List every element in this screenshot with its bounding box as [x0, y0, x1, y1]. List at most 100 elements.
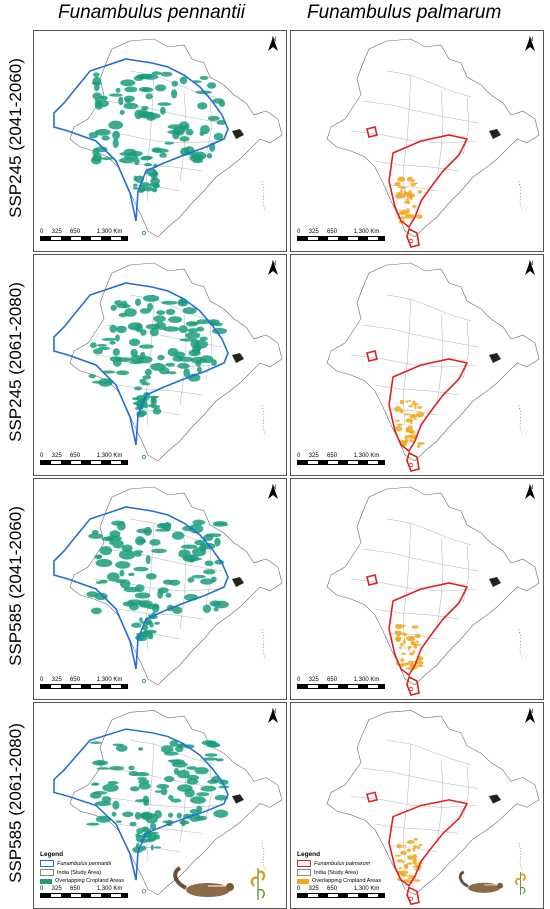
- cropland-patch: [417, 406, 423, 409]
- cropland-patch: [395, 425, 403, 432]
- cropland-patch: [413, 643, 422, 646]
- cropland-patch: [199, 75, 209, 80]
- cropland-patch: [188, 523, 204, 534]
- cropland-patch: [406, 214, 414, 217]
- cropland-patch: [199, 131, 205, 136]
- cropland-patch: [118, 312, 128, 318]
- range-dot: [408, 462, 414, 468]
- cropland-patch: [414, 633, 421, 638]
- cropland-patch: [95, 815, 111, 823]
- cropland-patch: [102, 95, 108, 101]
- cropland-patch: [412, 845, 418, 849]
- map-svg: [326, 38, 540, 248]
- cropland-patch: [394, 419, 400, 422]
- cropland-patch: [123, 586, 140, 593]
- north-arrow: N: [525, 485, 537, 507]
- cropland-patch: [204, 753, 218, 757]
- island-group: [261, 404, 266, 436]
- cropland-patch: [107, 780, 119, 785]
- state-boundary: [386, 740, 472, 765]
- species-range: [53, 728, 229, 881]
- island-group: [518, 404, 523, 436]
- state-boundary: [105, 768, 223, 789]
- cropland-patch: [118, 96, 124, 106]
- cropland-patch: [112, 539, 124, 549]
- map-panel-r2-c1: N 0 325 650 1,300 Km: [33, 254, 287, 476]
- cropland-patch: [138, 747, 144, 751]
- squirrel-illustration: [455, 862, 535, 902]
- cropland-patch: [116, 370, 130, 376]
- cropland-patch: [405, 400, 409, 403]
- cropland-patch: [154, 810, 162, 819]
- cropland-patch: [398, 646, 403, 649]
- state-boundary: [386, 294, 472, 322]
- cropland-patch: [205, 533, 222, 538]
- cropland-patch: [153, 315, 166, 323]
- cropland-patch: [403, 865, 409, 870]
- cropland-patch: [408, 647, 411, 651]
- cropland-patch: [133, 183, 138, 187]
- cropland-patch: [394, 406, 402, 412]
- cropland-patch: [150, 632, 154, 640]
- cropland-patch: [164, 141, 174, 145]
- cropland-patch: [204, 560, 214, 567]
- delta-area: [489, 129, 501, 139]
- cropland-patch: [112, 138, 119, 149]
- cropland-patch: [175, 745, 184, 753]
- legend-item-crop: Overlapping Cropland Areas: [297, 878, 417, 884]
- cropland-patch: [116, 521, 126, 531]
- map-svg: [53, 486, 283, 686]
- state-boundary: [145, 743, 155, 862]
- cropland-patch: [115, 334, 120, 342]
- scale-bar: [297, 460, 385, 465]
- cropland-patch: [157, 102, 172, 106]
- scale-bar: [297, 893, 385, 898]
- cropland-patch: [407, 660, 414, 666]
- column-title-palmarum: Funambulus palmarum: [307, 2, 502, 23]
- cropland-patch: [406, 862, 413, 865]
- cropland-patch: [171, 531, 185, 540]
- cropland-patch: [155, 84, 167, 92]
- cropland-patch: [395, 639, 401, 642]
- cropland-patch: [165, 308, 176, 315]
- cropland-patch: [145, 554, 151, 565]
- cropland-patch: [136, 632, 148, 637]
- cropland-patch: [119, 109, 125, 115]
- cropland-patch: [96, 344, 108, 347]
- cropland-patch: [119, 152, 131, 156]
- range-dot: [141, 454, 147, 460]
- cropland-patch: [176, 812, 182, 819]
- cropland-patch: [141, 826, 149, 831]
- cropland-patch: [394, 181, 401, 187]
- cropland-patch: [136, 842, 140, 849]
- cropland-patch: [188, 554, 195, 563]
- species-range: [366, 791, 469, 906]
- cropland-patch: [186, 774, 200, 780]
- map-panel-r1-c1: N 0 325 650 1,300 Km: [33, 30, 287, 252]
- cropland-patch: [135, 799, 149, 803]
- state-boundary: [105, 100, 223, 124]
- cropland-patch: [394, 623, 404, 630]
- cropland-patch: [112, 348, 120, 356]
- cropland-patch: [101, 135, 110, 141]
- cropland-patch: [182, 307, 197, 315]
- cropland-patch: [417, 444, 421, 448]
- map-svg: [53, 262, 283, 462]
- cropland-patch: [200, 578, 214, 585]
- north-arrow: N: [525, 261, 537, 283]
- scale-bar: [40, 460, 128, 465]
- cropland-patch: [207, 82, 217, 89]
- cropland-patch: [121, 544, 133, 552]
- cropland-patch: [411, 404, 415, 406]
- cropland-patch: [412, 650, 416, 653]
- island-group: [261, 628, 266, 660]
- row-label-3: SSP585 (2041-2060): [6, 506, 26, 666]
- species-range: [53, 506, 229, 670]
- cropland-patch: [96, 767, 111, 770]
- scale-bar: [40, 236, 128, 241]
- cropland-patch: [400, 642, 404, 647]
- cropland-patch: [404, 633, 408, 636]
- north-arrow-icon: [525, 37, 535, 51]
- cropland-patch: [186, 766, 198, 770]
- cropland-patch: [129, 786, 140, 792]
